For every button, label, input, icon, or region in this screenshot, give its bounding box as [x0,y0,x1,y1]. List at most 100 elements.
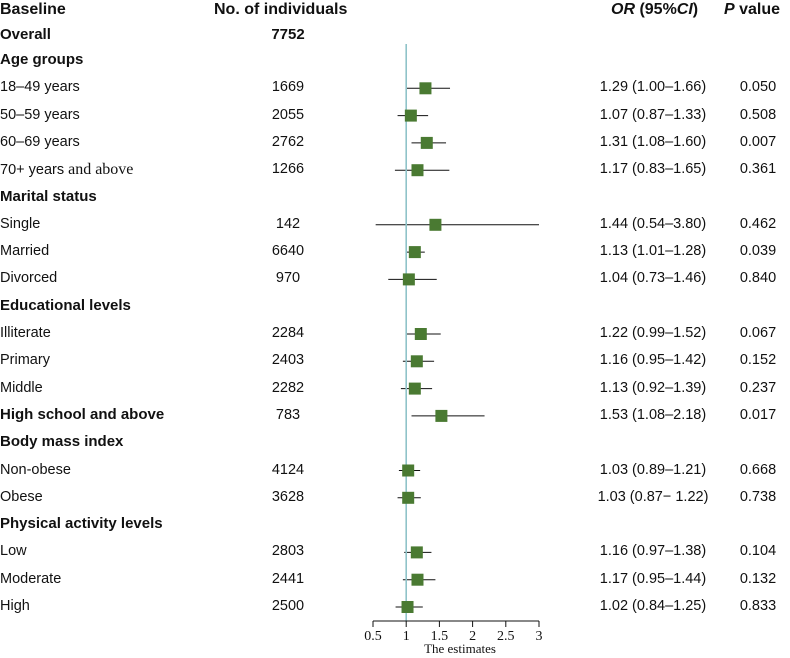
point-estimate [420,136,433,149]
row-individuals: 1266 [271,161,305,178]
row-label-text: 50–59 years [0,106,80,123]
row-label: High school and above [0,407,164,422]
header-or-italic: OR [611,1,635,18]
row-label: High [0,599,30,614]
row-label: 60–69 years [0,135,80,150]
row-or-ci: 1.13 (0.92–1.39) [599,379,707,396]
row-individuals: 2500 [271,598,305,614]
point-estimate [401,601,414,613]
point-estimate [410,355,423,368]
row-p-value: 0.132 [739,570,777,587]
row-label-text: Single [0,215,41,232]
row-or-ci: 1.22 (0.99–1.52) [599,325,707,341]
overall-n: 7752 [271,26,305,43]
row-label-text: Low [0,543,27,560]
row-individuals: 2284 [271,325,305,341]
row-p-value: 0.007 [739,133,777,150]
row-label-text: Non-obese [0,461,71,478]
row-individuals: 2055 [271,106,305,123]
header-or-rest: (95% [635,1,677,18]
row-label-text: Married [0,243,50,260]
row-individuals: 783 [275,406,301,423]
row-or-ci: 1.31 (1.08–1.60) [599,133,707,150]
row-or-ci: 1.17 (0.95–1.44) [599,570,707,587]
x-tick-label: 3 [536,629,543,644]
row-label-text: High school and above [0,405,165,423]
row-p-value: 0.152 [739,352,777,369]
row-or-ci: 1.29 (1.00–1.66) [599,79,707,96]
row-individuals: 1669 [271,79,305,96]
row-label-text: Primary [0,352,50,369]
row-individuals: 970 [275,270,301,287]
row-p-value: 0.508 [739,106,777,123]
x-axis-label: The estimates [424,641,496,656]
row-label: Obese [0,490,43,505]
row-p-value: 0.237 [739,379,777,396]
section-header: Body mass index [0,433,124,451]
row-label-text: Middle [0,379,43,396]
row-label-text: Divorced [0,270,58,287]
row-p-value: 0.104 [739,543,777,560]
row-or-ci: 1.16 (0.97–1.38) [599,543,707,560]
row-label-text: Illiterate [0,325,51,341]
row-or-ci: 1.13 (1.01–1.28) [599,243,707,260]
point-estimate [419,82,432,95]
row-label-text: 70+ years [0,162,65,179]
row-or-ci: 1.44 (0.54–3.80) [599,215,707,232]
row-or-ci: 1.53 (1.08–2.18) [599,406,707,423]
row-label: Divorced [0,271,57,286]
row-individuals: 2803 [271,543,305,560]
row-or-ci: 1.02 (0.84–1.25) [599,598,707,614]
header-or-close: ) [692,1,699,18]
row-or-ci: 1.16 (0.95–1.42) [599,352,707,369]
x-tick-label: 2.5 [497,629,515,644]
point-estimate [402,273,415,286]
section-header: Educational levels [0,296,131,314]
x-tick-label: 2 [469,629,476,644]
row-label-text: 18–49 years [0,79,80,96]
header-p-rest: value [734,1,781,18]
point-estimate [410,546,423,559]
row-label: 18–49 years [0,80,80,95]
row-individuals: 4124 [271,461,305,478]
row-or-ci: 1.04 (0.73–1.46) [599,270,707,287]
point-estimate [402,491,415,504]
header-baseline: Baseline [0,1,66,18]
row-p-value: 0.039 [739,243,777,260]
section-header: Age groups [0,51,84,68]
point-estimate [402,464,415,477]
point-estimate [408,382,421,395]
header-or: OR (95%CI) [611,2,698,18]
row-label: Non-obese [0,461,71,478]
row-or-ci: 1.03 (0.89–1.21) [599,461,707,478]
row-individuals: 2282 [271,379,305,396]
row-p-value: 0.738 [739,488,777,505]
row-p-value: 0.017 [739,406,777,423]
point-estimate [404,109,417,122]
row-label: Middle [0,379,43,396]
row-label: Moderate [0,571,61,587]
row-label: Single [0,217,40,232]
header-ci-italic: CI [676,1,693,18]
row-or-ci: 1.03 (0.87− 1.22) [597,488,709,505]
row-label: 50–59 years [0,106,80,123]
row-individuals: 2403 [271,352,305,369]
section-header: Physical activity levels [0,515,163,533]
row-individuals: 142 [275,215,301,232]
row-p-value: 0.668 [739,461,777,478]
row-label: Primary [0,353,50,368]
point-estimate [408,246,421,259]
row-label-text: High [0,598,30,614]
row-p-value: 0.361 [739,161,777,178]
row-or-ci: 1.17 (0.83–1.65) [599,161,707,178]
row-label: Married [0,244,49,259]
row-label-text: Obese [0,488,43,505]
header-p-value: P value [724,2,780,18]
header-individuals: No. of individuals [214,1,348,18]
row-label-suffix: and above [64,161,134,179]
row-label: Low [0,544,27,559]
row-p-value: 0.833 [739,598,777,614]
row-p-value: 0.050 [739,79,777,96]
point-estimate [435,409,448,422]
